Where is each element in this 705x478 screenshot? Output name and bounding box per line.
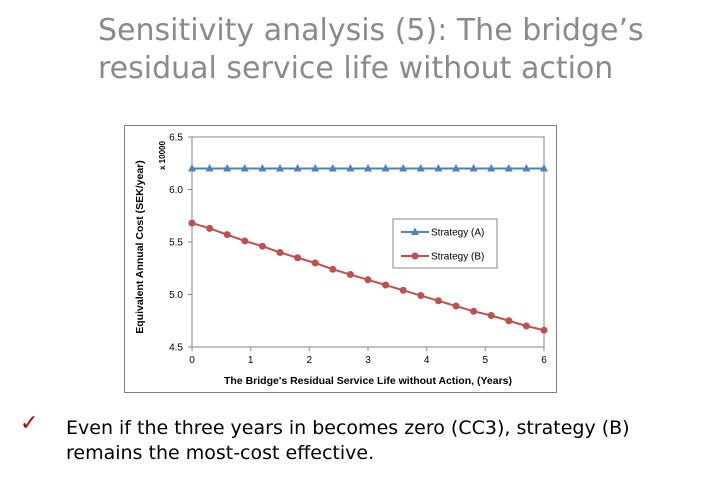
data-point bbox=[293, 164, 302, 172]
x-tick-label: 4 bbox=[424, 355, 430, 366]
x-tick-label: 6 bbox=[541, 355, 547, 366]
chart-frame: 4.5 5.0 5.5 6.0 6.5 0 1 2 3 4 5 6 The Bridge's Resid… bbox=[124, 125, 557, 393]
slide-title-line-2: residual service life without action bbox=[98, 51, 614, 86]
data-point bbox=[470, 307, 478, 315]
data-point bbox=[276, 164, 284, 172]
slide-title-line-1: Sensitivity analysis (5): The bridge’s bbox=[98, 13, 644, 48]
x-tick-label: 3 bbox=[365, 355, 371, 366]
data-point bbox=[329, 265, 337, 273]
data-point bbox=[417, 292, 425, 300]
data-point bbox=[223, 231, 231, 239]
x-axis-label: The Bridge's Residual Service Life witho… bbox=[224, 375, 512, 387]
data-point bbox=[328, 164, 337, 172]
data-point bbox=[294, 254, 302, 262]
check-mark-icon: ✓ bbox=[20, 411, 39, 436]
data-point bbox=[522, 322, 530, 330]
data-point bbox=[206, 224, 214, 232]
y-axis-label: Equivalent Annual Cost (SEK/year) bbox=[134, 160, 146, 333]
data-point bbox=[346, 164, 355, 172]
y-tick-label: 6.0 bbox=[169, 185, 183, 196]
data-point bbox=[399, 286, 407, 294]
data-point bbox=[487, 164, 496, 172]
y-tick-label: 6.5 bbox=[169, 133, 183, 144]
data-point bbox=[487, 312, 495, 319]
data-point bbox=[346, 271, 354, 279]
data-point bbox=[311, 164, 320, 172]
legend-label: Strategy (A) bbox=[431, 228, 484, 239]
data-point bbox=[240, 164, 249, 172]
line-chart: 4.5 5.0 5.5 6.0 6.5 0 1 2 3 4 5 6 The Bridge's Resid… bbox=[134, 133, 548, 387]
legend-marker bbox=[411, 227, 419, 235]
data-point bbox=[188, 164, 196, 172]
data-point bbox=[540, 164, 548, 172]
legend-label: Strategy (B) bbox=[431, 252, 484, 263]
data-point bbox=[205, 164, 214, 172]
legend bbox=[392, 218, 498, 269]
data-point bbox=[223, 164, 232, 172]
data-point bbox=[258, 242, 266, 250]
data-point bbox=[241, 237, 249, 245]
data-point bbox=[381, 164, 390, 172]
data-point bbox=[452, 302, 460, 310]
x-tick-label: 2 bbox=[307, 355, 313, 366]
data-point bbox=[258, 164, 267, 172]
data-point bbox=[434, 297, 442, 305]
legend-marker bbox=[411, 252, 419, 260]
y-tick-label: 4.5 bbox=[169, 343, 183, 354]
data-point bbox=[452, 164, 460, 172]
data-point bbox=[540, 326, 548, 334]
data-point bbox=[364, 164, 372, 172]
data-point bbox=[276, 249, 284, 256]
slide-title: Sensitivity analysis (5): The bridge’s r… bbox=[98, 12, 698, 88]
data-point bbox=[522, 164, 531, 172]
y-tick-label: 5.0 bbox=[169, 290, 183, 301]
y-axis-multiplier: x 10000 bbox=[158, 141, 167, 170]
x-tick-label: 5 bbox=[483, 355, 489, 366]
data-point bbox=[504, 164, 513, 172]
data-point bbox=[469, 164, 478, 172]
data-point bbox=[188, 219, 196, 227]
data-point bbox=[416, 164, 425, 172]
data-point bbox=[311, 259, 319, 267]
data-point bbox=[382, 281, 390, 289]
x-tick-label: 0 bbox=[189, 355, 195, 366]
data-point bbox=[434, 164, 443, 172]
y-tick-label: 5.5 bbox=[169, 238, 183, 249]
data-point bbox=[399, 164, 408, 172]
data-point bbox=[505, 317, 513, 325]
x-tick-label: 1 bbox=[248, 355, 254, 366]
bullet-text: Even if the three years in becomes zero … bbox=[66, 417, 630, 464]
data-point bbox=[364, 276, 372, 284]
